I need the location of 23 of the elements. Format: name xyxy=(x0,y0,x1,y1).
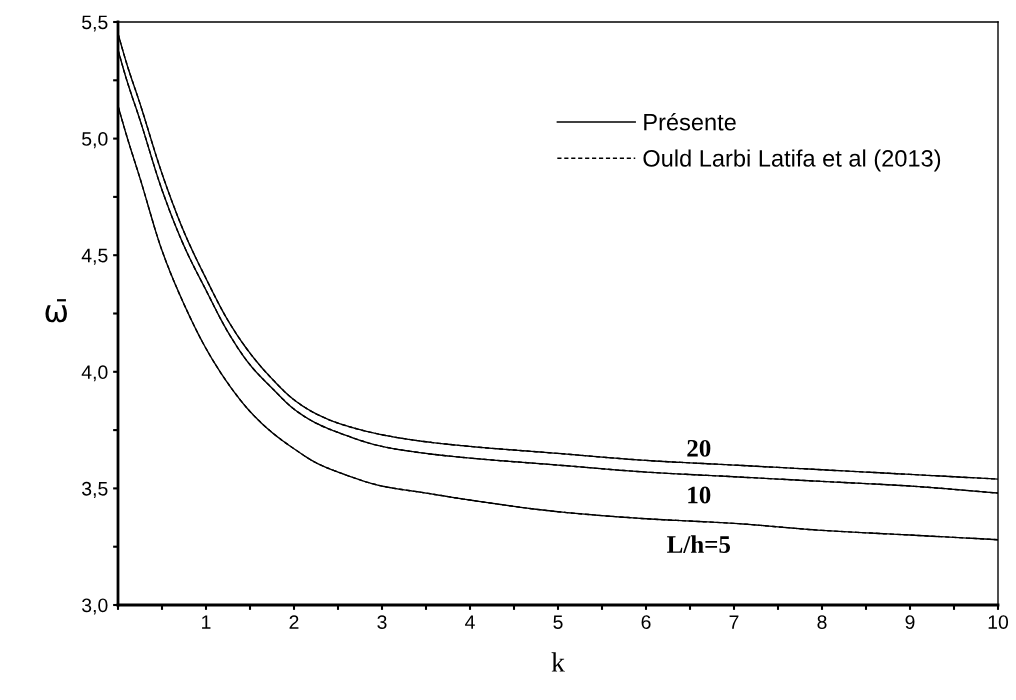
x-tick-label: 1 xyxy=(202,615,211,629)
x-tick-label: 4 xyxy=(465,615,475,629)
y-tick-label: 4,0 xyxy=(81,365,108,382)
legend-label: Présente xyxy=(644,112,736,131)
y-axis-title: ω̄ xyxy=(45,299,67,323)
x-tick-label: 5 xyxy=(553,615,563,629)
annotation: 20 xyxy=(687,439,711,457)
x-tick-label: 3 xyxy=(377,615,387,629)
y-tick-label: 5,5 xyxy=(82,15,108,32)
x-tick-label: 6 xyxy=(641,615,651,629)
y-tick-label: 4,5 xyxy=(81,248,108,265)
x-tick-label: 7 xyxy=(729,615,739,629)
x-tick-label: 9 xyxy=(905,615,915,629)
x-tick-label: 10 xyxy=(988,615,1009,629)
y-tick-label: 5,0 xyxy=(82,132,108,149)
annotation: 10 xyxy=(688,486,711,504)
legend-label: Ould Larbi Latifa et al (2013) xyxy=(643,149,941,172)
y-tick-label: 3,5 xyxy=(81,481,108,498)
x-tick-label: 8 xyxy=(817,615,827,629)
x-axis-title: k xyxy=(551,652,565,672)
annotation: L/h=5 xyxy=(667,535,731,553)
x-tick-label: 2 xyxy=(289,615,299,629)
y-tick-label: 3,0 xyxy=(81,598,108,615)
